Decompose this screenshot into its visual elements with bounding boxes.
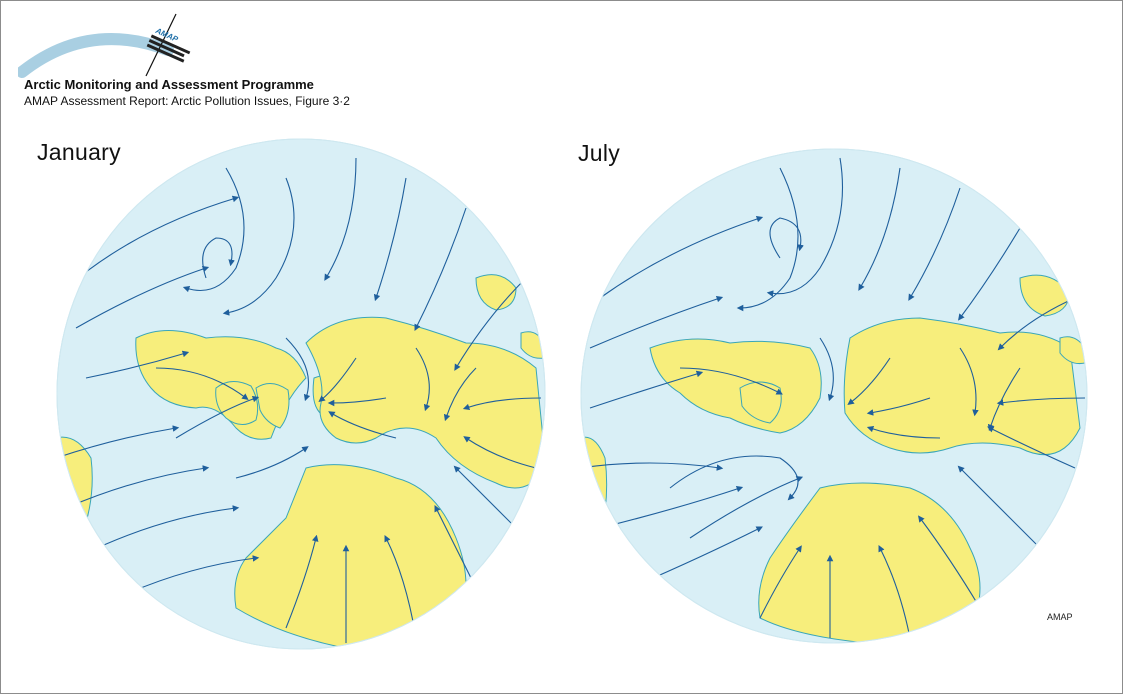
january-map: [56, 138, 546, 650]
july-flow-lines: [581, 157, 1086, 639]
organization-title: Arctic Monitoring and Assessment Program…: [24, 77, 314, 92]
amap-logo: AMAP: [18, 13, 191, 78]
figure-subtitle: AMAP Assessment Report: Arctic Pollution…: [24, 94, 350, 108]
july-land: [581, 274, 1086, 643]
january-label: January: [37, 139, 121, 165]
amap-credit: AMAP: [1047, 612, 1073, 622]
january-land: [57, 274, 545, 649]
july-label: July: [578, 140, 621, 166]
july-map: [580, 148, 1088, 644]
